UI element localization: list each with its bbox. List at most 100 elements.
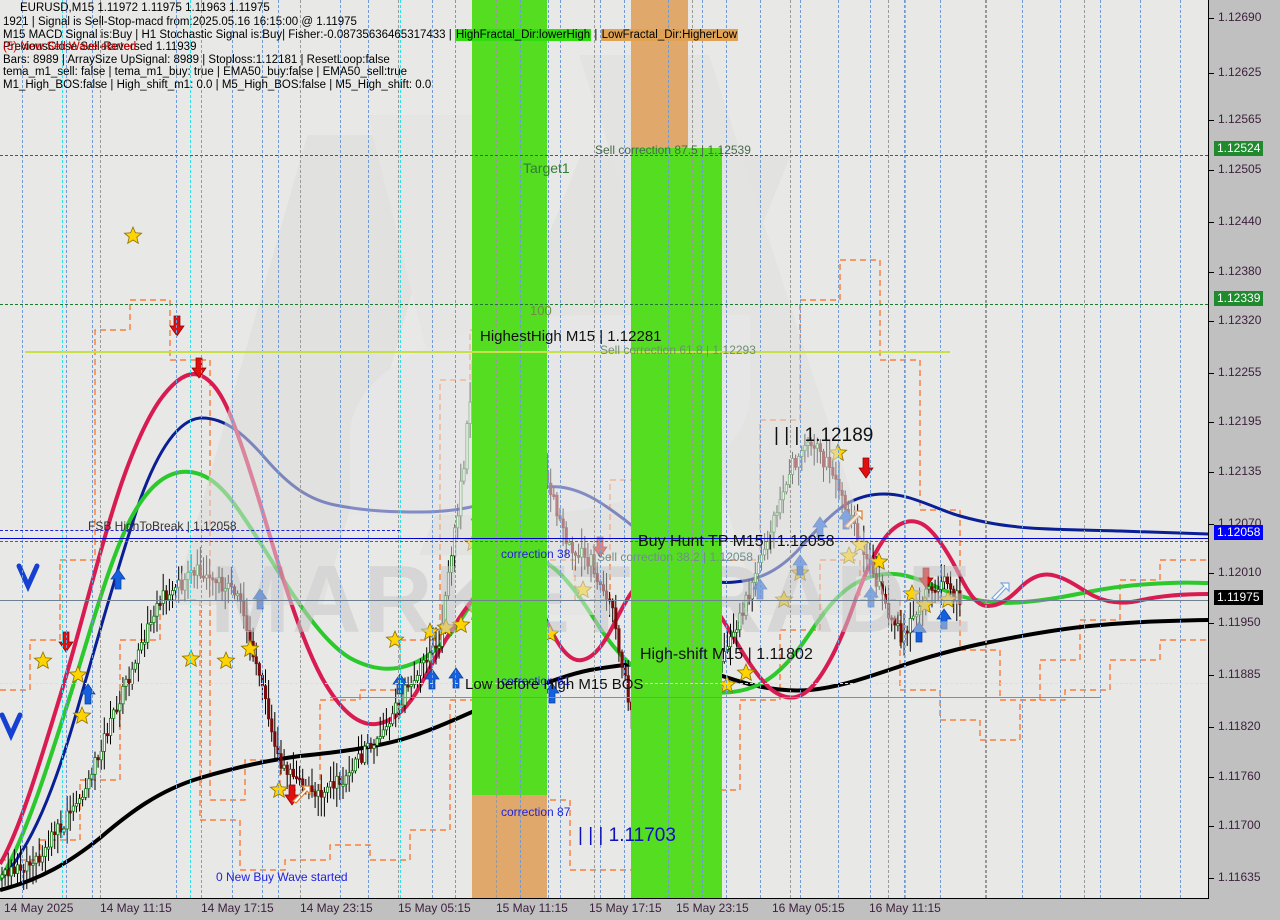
price-tick-label: 1.11760 xyxy=(1218,769,1261,783)
hollow-arrow-icon xyxy=(292,785,311,804)
price-tick xyxy=(1209,777,1214,778)
signal-star-icon xyxy=(420,621,440,641)
correction-38: correction 38 xyxy=(501,547,571,561)
sell-arrow-icon xyxy=(918,567,934,589)
buy-arrow-icon xyxy=(252,588,268,610)
chart-symbol-title: EURUSD,M15 1.11972 1.11975 1.11963 1.119… xyxy=(20,2,270,14)
band-green-2 xyxy=(631,148,722,898)
price-tick xyxy=(1209,472,1214,473)
sell-correction-618: Sell correction 61.8 | 1.12293 xyxy=(600,343,756,357)
time-tick-label: 15 May 05:15 xyxy=(398,901,471,915)
new-buy-wave-started: 0 New Buy Wave started xyxy=(216,870,348,884)
hline-fib-618 xyxy=(25,351,950,353)
band-orange-1 xyxy=(472,795,547,898)
hline-mid xyxy=(0,683,1208,684)
signal-vertical-line xyxy=(726,0,727,898)
hline-tp xyxy=(0,538,1208,539)
signal-vertical-line xyxy=(940,0,941,898)
signal-vertical-line xyxy=(548,0,549,898)
signal-star-icon xyxy=(68,664,88,684)
price-tick-label: 1.11950 xyxy=(1218,615,1261,629)
time-tick-label: 16 May 05:15 xyxy=(772,901,845,915)
signal-vertical-line xyxy=(1180,0,1181,898)
signal-vertical-line xyxy=(520,0,521,898)
sell-correction-875: Sell correction 87.5 | 1.12539 xyxy=(595,143,751,157)
vertical-gridline xyxy=(300,0,301,898)
vertical-gridline xyxy=(100,0,101,898)
price-tick-label: 1.11700 xyxy=(1218,818,1261,832)
signal-star-icon xyxy=(123,225,143,245)
signal-vertical-line xyxy=(92,0,93,898)
price-tag-current[interactable]: 1.11975 xyxy=(1214,590,1263,605)
price-tag-target-upper[interactable]: 1.12524 xyxy=(1214,141,1264,156)
hline-fsb-break xyxy=(0,530,400,531)
hline-target-upper xyxy=(0,155,1208,156)
correction-87: correction 87 xyxy=(501,805,571,819)
signal-vertical-line xyxy=(176,0,177,898)
signal-vertical-line xyxy=(870,0,871,898)
target1: Target1 xyxy=(523,160,570,176)
high-shift-m15: High-shift M15 | 1.11802 xyxy=(640,646,813,663)
buy-hunt-tp-m15: Buy Hunt TP M15 | 1.12058 xyxy=(638,533,835,550)
price-tick xyxy=(1209,120,1214,121)
high-fractal-dir-badge: HighFractal_Dir:lowerHigh xyxy=(454,28,592,41)
vertical-gridline xyxy=(692,0,693,898)
price-axis[interactable]: 1.12690 1.12625 1.12565 1.12505 1.12440 1.123… xyxy=(1209,0,1280,898)
header-line-2: M15 MACD Signal is:Buy | H1 Stochastic S… xyxy=(3,28,739,42)
vertical-gridline xyxy=(594,0,595,898)
header-line-1: 1921 | Signal is Sell-Stop-macd from:202… xyxy=(3,16,357,28)
signal-star-icon xyxy=(240,638,260,658)
header-line-6: M1_High_BOS:false | High_shift_m1: 0.0 |… xyxy=(3,78,432,91)
time-tick-label: 15 May 23:15 xyxy=(676,901,749,915)
signal-star-icon xyxy=(33,650,53,670)
level-100: 100 xyxy=(530,303,552,318)
signal-vertical-line xyxy=(985,0,986,898)
time-tick-label: 14 May 2025 xyxy=(4,901,74,915)
chart-plot-area[interactable]: MARKETTRADE xyxy=(0,0,1209,899)
price-tick-label: 1.11885 xyxy=(1218,667,1261,681)
price-tick xyxy=(1209,623,1214,624)
signal-vertical-line xyxy=(1100,0,1101,898)
header-line-4: Bars: 8989 | ArraySize UpSignal: 8989 | … xyxy=(3,53,390,66)
price-marker-112189: | | | 1.12189 xyxy=(774,425,874,446)
price-tick-label: 1.12135 xyxy=(1218,464,1262,478)
price-tick-label: 1.12320 xyxy=(1218,313,1262,327)
hline-sell-stop xyxy=(0,541,1208,542)
signal-vertical-line xyxy=(904,0,905,898)
price-tag-target-lower[interactable]: 1.12339 xyxy=(1214,291,1264,306)
price-tick-label: 1.11820 xyxy=(1218,719,1261,733)
vertical-gridline xyxy=(888,0,889,898)
vertical-gridline xyxy=(496,0,497,898)
cyan-vertical-line xyxy=(190,0,191,898)
v-marker-icon xyxy=(0,712,23,742)
signal-star-icon xyxy=(72,705,92,725)
price-tag-tp[interactable]: 1.12058 xyxy=(1214,525,1264,540)
buy-arrow-icon xyxy=(110,568,126,590)
price-tick xyxy=(1209,222,1214,223)
price-marker-111703: | | | 1.11703 xyxy=(578,825,676,846)
hline-target-lower xyxy=(0,304,1208,305)
time-tick-label: 16 May 11:15 xyxy=(869,901,941,915)
price-tick xyxy=(1209,18,1214,19)
new-sell-wave-overlay: (5) New Sell Wave started xyxy=(3,41,137,53)
price-tick-label: 1.12380 xyxy=(1218,264,1262,278)
signal-star-icon xyxy=(181,648,201,668)
time-axis[interactable]: 14 May 2025 14 May 11:15 14 May 17:15 14 Ma… xyxy=(0,899,1280,920)
price-tick-label: 1.12440 xyxy=(1218,214,1262,228)
hollow-arrow-icon xyxy=(991,582,1010,601)
price-tick-label: 1.12010 xyxy=(1218,565,1262,579)
ma-red xyxy=(0,372,1208,866)
sell-arrow-icon xyxy=(169,315,185,337)
price-tick-label: 1.12505 xyxy=(1218,162,1262,176)
signal-vertical-line xyxy=(1060,0,1061,898)
price-tick xyxy=(1209,373,1214,374)
signal-vertical-line xyxy=(278,0,279,898)
signal-vertical-line xyxy=(340,0,341,898)
band-green-1 xyxy=(472,0,547,898)
price-tick xyxy=(1209,573,1214,574)
vertical-gridline xyxy=(790,0,791,898)
time-tick-label: 14 May 17:15 xyxy=(201,901,274,915)
signal-vertical-line xyxy=(800,0,801,898)
price-tick xyxy=(1209,675,1214,676)
